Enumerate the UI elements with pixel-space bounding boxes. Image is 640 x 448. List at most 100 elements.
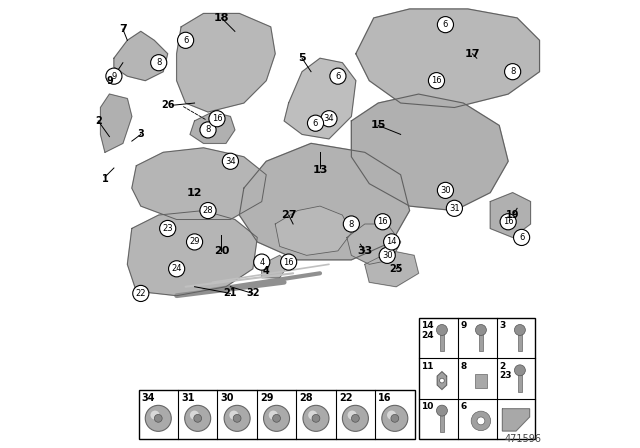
Circle shape: [150, 410, 159, 420]
Text: 9: 9: [111, 72, 116, 81]
Polygon shape: [356, 9, 540, 108]
Circle shape: [269, 410, 278, 420]
Bar: [139, 390, 415, 439]
Text: 32: 32: [246, 289, 260, 298]
Text: 12: 12: [187, 188, 202, 198]
Polygon shape: [365, 251, 419, 287]
Text: 22: 22: [339, 393, 352, 403]
Circle shape: [382, 405, 408, 431]
Circle shape: [200, 122, 216, 138]
Polygon shape: [437, 372, 447, 389]
Text: 4: 4: [263, 266, 269, 276]
Circle shape: [168, 261, 185, 277]
Bar: [518, 370, 522, 392]
Bar: [518, 329, 522, 351]
Circle shape: [428, 73, 445, 89]
Text: 19: 19: [506, 210, 520, 220]
Text: 30: 30: [382, 251, 392, 260]
Circle shape: [471, 411, 491, 431]
Text: 16: 16: [503, 217, 513, 226]
Text: 471596: 471596: [505, 435, 541, 444]
Text: 7: 7: [119, 24, 127, 34]
Circle shape: [440, 378, 444, 383]
Circle shape: [222, 153, 239, 169]
Polygon shape: [100, 94, 132, 152]
Text: 24: 24: [172, 264, 182, 273]
Circle shape: [106, 68, 122, 84]
Circle shape: [476, 324, 486, 336]
Text: 10: 10: [421, 402, 434, 411]
Circle shape: [154, 414, 162, 422]
Text: 16: 16: [284, 258, 294, 267]
Circle shape: [437, 182, 454, 198]
Circle shape: [185, 405, 211, 431]
Text: 33: 33: [357, 246, 372, 256]
Circle shape: [330, 68, 346, 84]
Circle shape: [446, 200, 463, 216]
Polygon shape: [127, 211, 257, 296]
Circle shape: [150, 55, 167, 71]
Text: 15: 15: [371, 121, 386, 130]
Text: 2
23: 2 23: [499, 362, 512, 380]
Text: 34: 34: [141, 393, 155, 403]
Text: 16: 16: [431, 76, 442, 85]
Circle shape: [273, 414, 280, 422]
Text: 6: 6: [460, 402, 467, 411]
Circle shape: [348, 410, 356, 420]
Text: 8: 8: [205, 125, 211, 134]
Text: 20: 20: [214, 246, 229, 256]
Text: 2: 2: [95, 116, 102, 126]
Circle shape: [280, 254, 297, 270]
Text: 34: 34: [324, 114, 334, 123]
Text: 29: 29: [260, 393, 273, 403]
Text: 28: 28: [203, 206, 213, 215]
Polygon shape: [347, 224, 401, 264]
Circle shape: [190, 410, 199, 420]
Polygon shape: [490, 193, 531, 237]
Circle shape: [264, 405, 289, 431]
Circle shape: [391, 414, 399, 422]
Bar: [475, 374, 487, 388]
Text: 5: 5: [298, 53, 306, 63]
Text: 17: 17: [465, 49, 480, 59]
Circle shape: [436, 405, 447, 416]
Circle shape: [437, 17, 454, 33]
Text: 11: 11: [421, 362, 434, 370]
Text: 22: 22: [136, 289, 146, 298]
Polygon shape: [114, 31, 168, 81]
Polygon shape: [190, 112, 235, 143]
Text: 8: 8: [156, 58, 161, 67]
Circle shape: [159, 220, 176, 237]
Text: 21: 21: [223, 289, 237, 298]
Text: 14
24: 14 24: [421, 321, 434, 340]
Circle shape: [387, 410, 396, 420]
Polygon shape: [351, 94, 508, 211]
Text: 8: 8: [510, 67, 515, 76]
Circle shape: [253, 254, 270, 270]
Circle shape: [374, 214, 391, 230]
Circle shape: [200, 202, 216, 219]
Text: 3: 3: [499, 321, 506, 330]
Bar: [440, 410, 444, 432]
Polygon shape: [177, 13, 275, 112]
Circle shape: [209, 111, 225, 127]
Text: 9: 9: [460, 321, 467, 330]
Text: 4: 4: [259, 258, 264, 267]
Polygon shape: [502, 409, 530, 431]
Text: 6: 6: [443, 20, 448, 29]
Text: 25: 25: [389, 264, 403, 274]
Circle shape: [194, 414, 202, 422]
Text: 31: 31: [449, 204, 460, 213]
Circle shape: [436, 324, 447, 336]
Text: 34: 34: [225, 157, 236, 166]
Circle shape: [132, 285, 149, 302]
Circle shape: [307, 115, 324, 131]
Text: 16: 16: [378, 217, 388, 226]
Text: 30: 30: [221, 393, 234, 403]
Circle shape: [303, 405, 329, 431]
Text: 26: 26: [161, 100, 175, 110]
Text: 6: 6: [519, 233, 524, 242]
Text: 23: 23: [163, 224, 173, 233]
Circle shape: [312, 414, 320, 422]
Circle shape: [477, 417, 485, 425]
